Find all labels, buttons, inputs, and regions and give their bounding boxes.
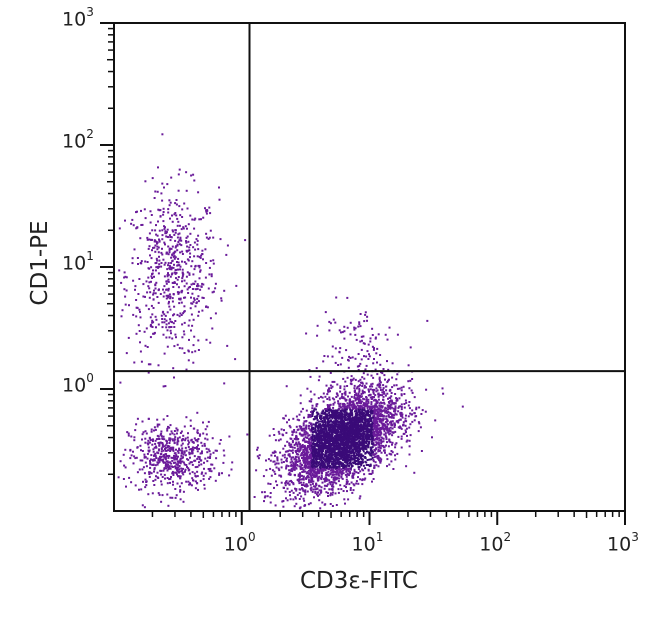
y-tick-label: 100 — [62, 371, 94, 397]
data-points — [117, 133, 464, 510]
x-tick-label: 101 — [351, 530, 384, 556]
x-axis-label: CD3ε-FITC — [300, 568, 418, 594]
y-tick-label: 102 — [62, 127, 94, 153]
x-tick-label: 102 — [479, 530, 512, 556]
x-tick-label: 100 — [223, 530, 256, 556]
y-tick-label: 103 — [62, 5, 94, 31]
y-tick-label: 101 — [62, 249, 94, 275]
x-tick-label: 103 — [607, 530, 639, 556]
y-axis-label: CD1-PE — [27, 220, 53, 306]
axis-ticks — [100, 22, 626, 525]
